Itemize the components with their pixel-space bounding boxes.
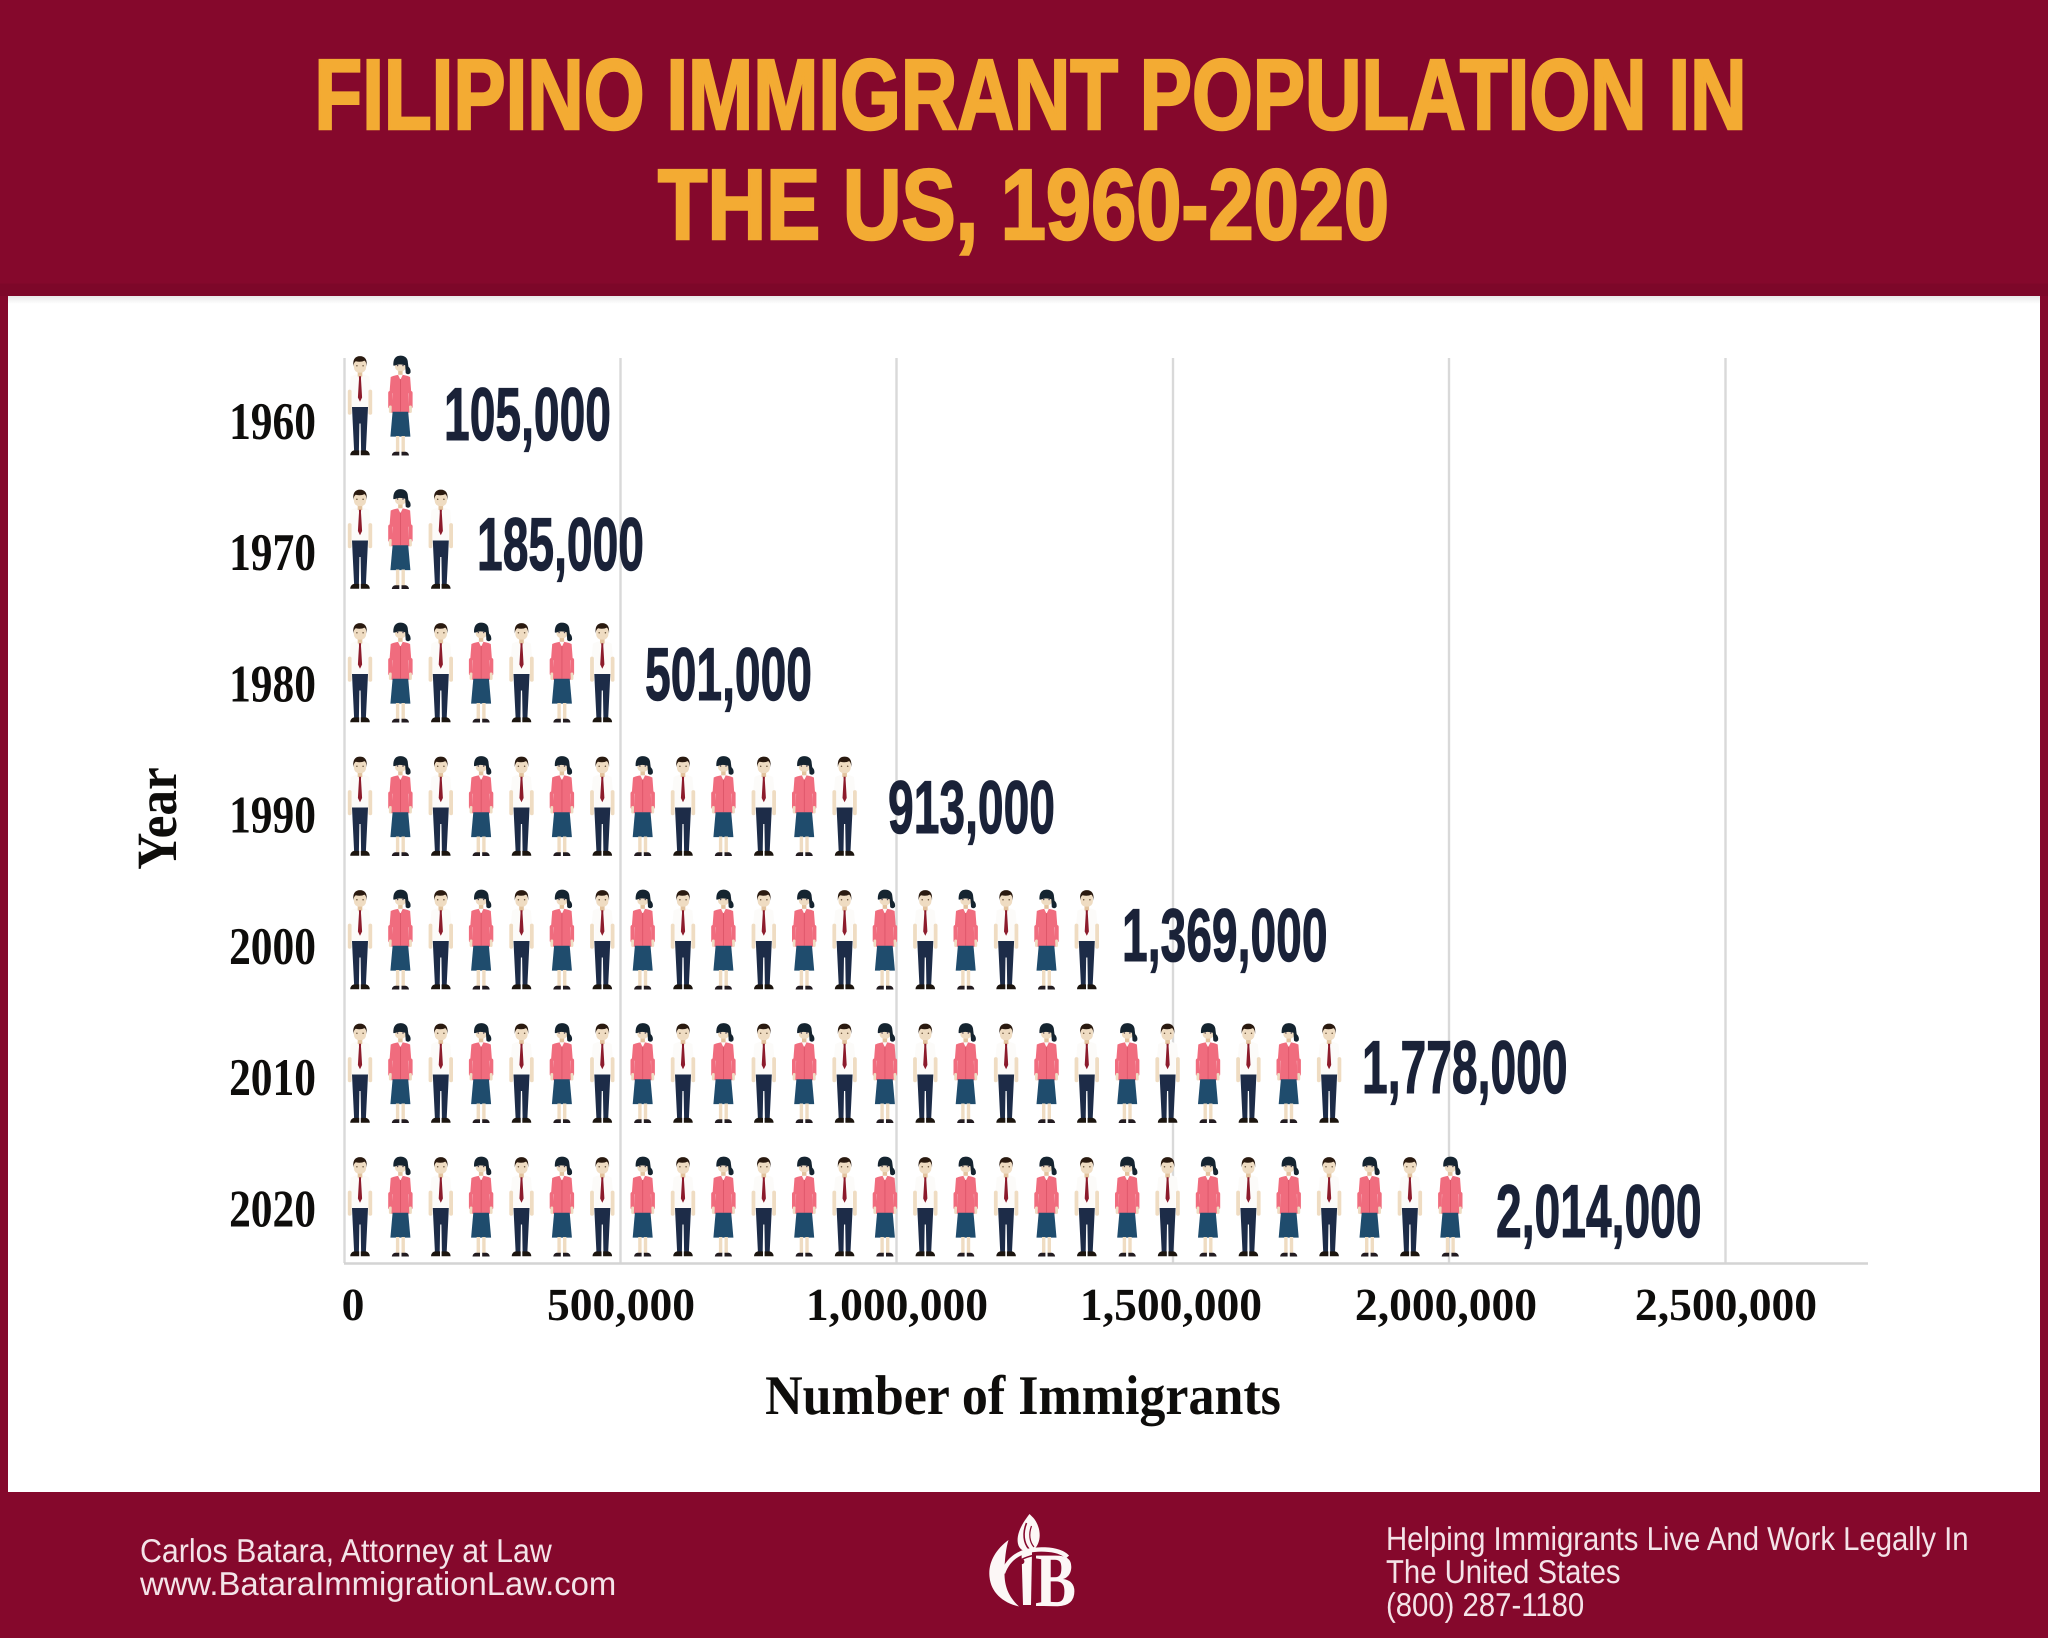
svg-text:2,000,000: 2,000,000 — [1355, 1279, 1537, 1330]
svg-text:Carlos Batara, Attorney at Law: Carlos Batara, Attorney at Law — [140, 1532, 552, 1569]
svg-text:Year: Year — [126, 767, 189, 870]
svg-text:185,000: 185,000 — [477, 502, 644, 586]
svg-text:Helping Immigrants Live And Wo: Helping Immigrants Live And Work Legally… — [1386, 1520, 1969, 1557]
svg-text:2,500,000: 2,500,000 — [1635, 1279, 1817, 1330]
svg-text:www.BataraImmigrationLaw.com: www.BataraImmigrationLaw.com — [139, 1565, 616, 1602]
svg-text:(800) 287-1180: (800) 287-1180 — [1386, 1586, 1584, 1623]
svg-text:1960: 1960 — [229, 393, 316, 451]
svg-text:B: B — [1035, 1537, 1076, 1623]
svg-text:1,778,000: 1,778,000 — [1362, 1025, 1568, 1109]
svg-text:2,014,000: 2,014,000 — [1496, 1169, 1702, 1253]
svg-text:501,000: 501,000 — [645, 632, 812, 716]
svg-text:105,000: 105,000 — [444, 372, 611, 456]
svg-text:500,000: 500,000 — [547, 1279, 695, 1330]
svg-text:0: 0 — [342, 1279, 365, 1330]
svg-text:1990: 1990 — [229, 787, 316, 845]
svg-text:1970: 1970 — [229, 524, 316, 582]
svg-text:1,500,000: 1,500,000 — [1080, 1279, 1262, 1330]
svg-text:2020: 2020 — [229, 1181, 316, 1239]
svg-text:1,369,000: 1,369,000 — [1122, 893, 1328, 977]
svg-text:1,000,000: 1,000,000 — [806, 1279, 988, 1330]
svg-text:2010: 2010 — [229, 1049, 316, 1107]
svg-text:THE US, 1960-2020: THE US, 1960-2020 — [658, 149, 1389, 261]
svg-text:913,000: 913,000 — [888, 765, 1055, 849]
svg-text:1980: 1980 — [229, 656, 316, 714]
svg-text:The United States: The United States — [1386, 1553, 1621, 1590]
svg-text:Number of Immigrants: Number of Immigrants — [765, 1365, 1281, 1427]
svg-text:FILIPINO IMMIGRANT POPULATION: FILIPINO IMMIGRANT POPULATION IN — [314, 39, 1746, 151]
svg-text:2000: 2000 — [229, 918, 316, 976]
